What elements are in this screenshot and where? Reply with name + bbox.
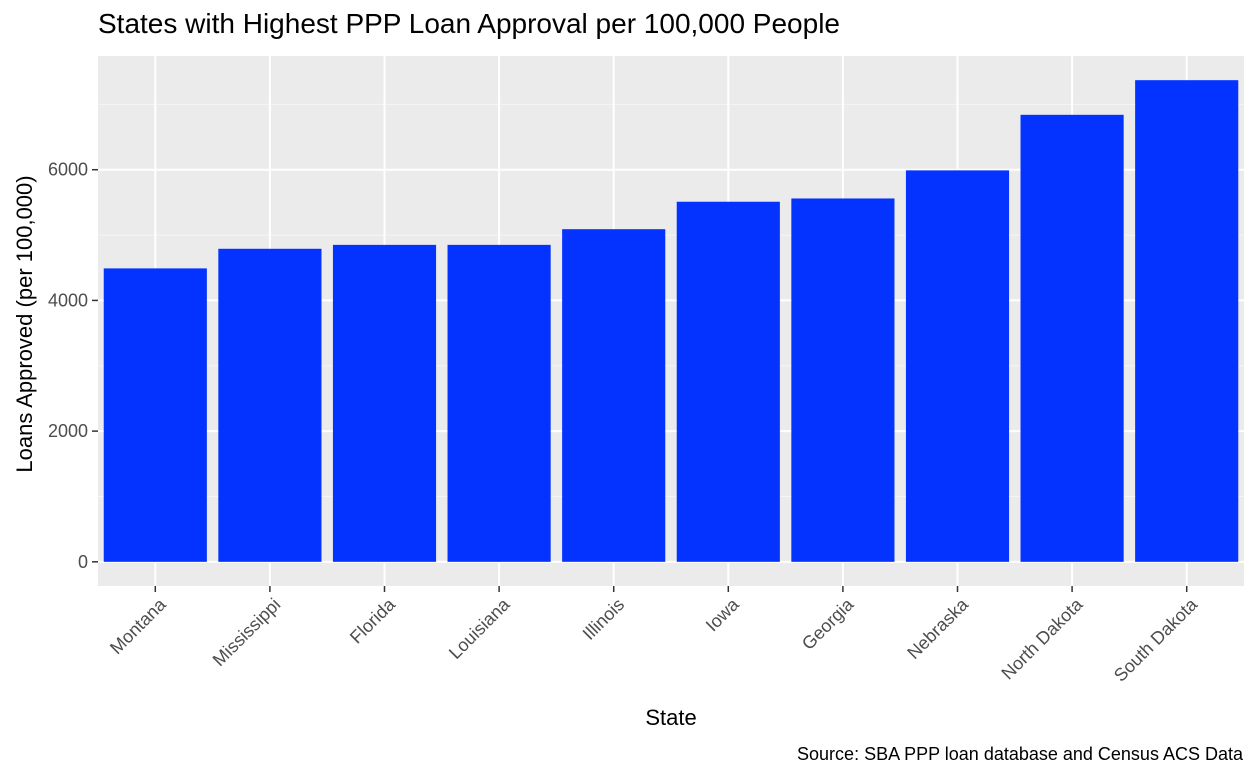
x-tick-label: Montana — [106, 594, 170, 658]
bar-nebraska — [905, 170, 1010, 562]
bar-mississippi — [218, 248, 322, 562]
x-axis: Montana Mississippi Florida Louisiana Illino… — [106, 586, 1202, 686]
y-tick-label: 2000 — [48, 421, 88, 441]
y-tick-label: 6000 — [48, 160, 88, 180]
x-tick-label: Illinois — [579, 594, 629, 644]
x-axis-label: State — [645, 705, 696, 730]
x-tick-label: Iowa — [702, 594, 744, 636]
x-tick-label: Georgia — [798, 594, 858, 654]
bar-louisiana — [447, 244, 551, 562]
x-tick-label: Nebraska — [903, 594, 972, 663]
bar-illinois — [562, 229, 666, 562]
source-caption: Source: SBA PPP loan database and Census… — [797, 744, 1244, 764]
bar-montana — [103, 268, 207, 562]
x-tick-label: North Dakota — [997, 594, 1087, 684]
bars — [103, 80, 1239, 562]
x-tick-label: Florida — [346, 594, 400, 648]
bar-north-dakota — [1020, 114, 1124, 562]
bar-south-dakota — [1135, 80, 1239, 562]
bar-iowa — [676, 201, 780, 562]
bar-georgia — [791, 198, 895, 562]
y-tick-label: 4000 — [48, 290, 88, 310]
x-tick-label: Mississippi — [209, 594, 285, 670]
bar-florida — [332, 244, 437, 562]
y-tick-label: 0 — [78, 552, 88, 572]
chart-title: States with Highest PPP Loan Approval pe… — [98, 8, 840, 39]
x-tick-label: South Dakota — [1110, 594, 1202, 686]
y-axis: 0 2000 4000 6000 — [48, 160, 98, 572]
x-tick-label: Louisiana — [445, 594, 514, 663]
y-axis-label: Loans Approved (per 100,000) — [12, 175, 37, 472]
